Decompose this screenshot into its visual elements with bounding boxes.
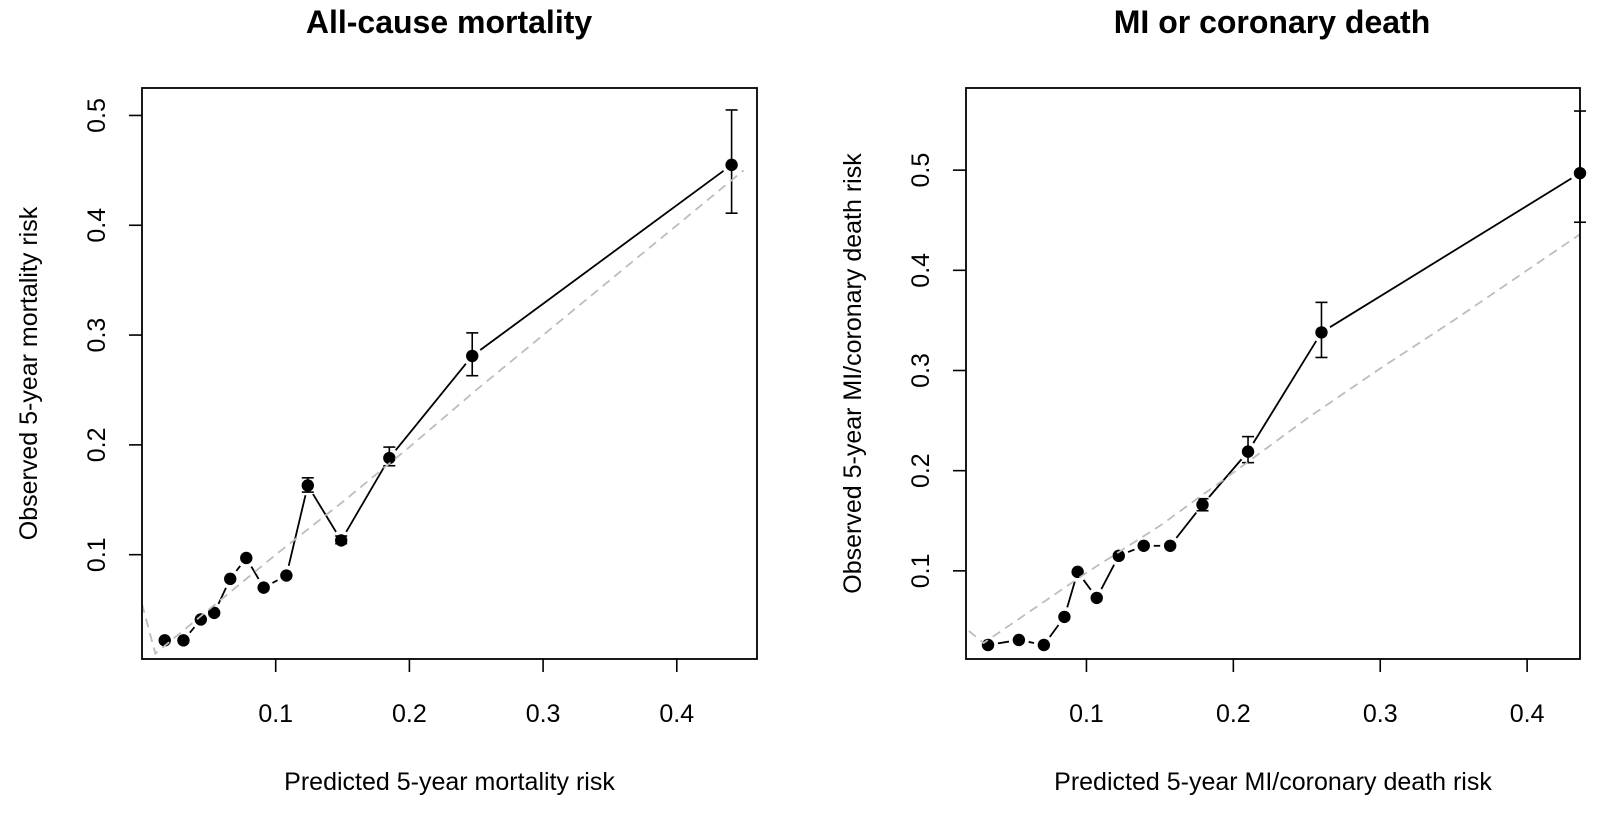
panel-1-data-point — [257, 581, 270, 594]
panel-1-series-segment — [394, 363, 467, 451]
panel-2-series-segment — [1082, 579, 1092, 591]
panel-2-series-segment — [997, 640, 1010, 645]
panel-2-series-segment — [1175, 512, 1198, 539]
panel-2-data-point — [1012, 633, 1026, 647]
panel-2-series-segment — [1127, 548, 1135, 553]
panel-2-series-segment — [1049, 624, 1060, 638]
panel-1-data-point — [224, 572, 237, 586]
panel-2-data-point — [1241, 445, 1255, 458]
panel-1-y-tick-label: 0.4 — [83, 208, 111, 243]
panel-1-title: All-cause mortality — [306, 4, 593, 40]
panel-1-data-point — [466, 349, 479, 363]
panel-1-series-segment — [312, 493, 337, 533]
panel-2-x-tick-label: 0.1 — [1069, 700, 1104, 728]
panel-2-x-tick-label: 0.2 — [1216, 700, 1251, 728]
panel-1-data-point — [194, 613, 208, 626]
panel-1-data-point — [207, 606, 221, 620]
panel-1-data-point — [240, 551, 253, 565]
panel-2-y-axis-label: Observed 5-year MI/coronary death risk — [839, 153, 867, 594]
panel-2: MI or coronary death Predicted 5-year MI/… — [839, 4, 1587, 796]
panel-1-y-tick-label: 0.3 — [83, 318, 111, 353]
panel-1-series-segment — [235, 565, 241, 572]
panel-2-y-tick-label: 0.1 — [907, 553, 935, 588]
panel-2-data-point — [1315, 326, 1328, 339]
panel-1-x-tick-label: 0.2 — [392, 700, 427, 728]
panel-2-y-tick-label: 0.3 — [907, 353, 935, 388]
panel-1-series-segment — [479, 170, 725, 351]
panel-2-plot-area — [968, 110, 1587, 652]
panel-2-y-tick-label: 0.2 — [907, 453, 935, 488]
panel-2-series-segment — [1100, 564, 1115, 590]
panel-2-x-axis-label: Predicted 5-year MI/coronary death risk — [1054, 768, 1492, 796]
panel-2-y-tick-label: 0.5 — [907, 153, 935, 188]
panel-2-x-tick-label: 0.4 — [1510, 700, 1545, 728]
panel-1-data-point — [335, 534, 348, 547]
panel-1-y-tick-label: 0.2 — [83, 427, 111, 462]
panel-2-series-segment — [1208, 458, 1243, 498]
panel-2-frame — [965, 87, 1581, 660]
panel-1-x-tick-label: 0.1 — [258, 700, 293, 728]
panel-2-data-point — [1196, 498, 1209, 511]
panel-1-x-tick-label: 0.4 — [659, 700, 694, 728]
panel-2-series-segment — [1329, 177, 1572, 328]
panel-1-data-point — [725, 158, 738, 172]
panel-1-y-tick-label: 0.1 — [83, 537, 111, 572]
panel-2-data-point — [1163, 539, 1177, 553]
panel-1-series-segment — [250, 566, 260, 580]
panel-1-x-tick-label: 0.3 — [526, 700, 561, 728]
panel-1-series-segment — [272, 579, 278, 584]
panel-1-x-axis-label: Predicted 5-year mortality risk — [284, 768, 615, 796]
panel-2-data-point — [1090, 591, 1103, 605]
panel-2-data-point — [1058, 610, 1071, 624]
panel-1-series-segment — [345, 466, 386, 533]
panel-2-series-segment — [1028, 641, 1035, 644]
panel-1-data-point — [301, 479, 314, 492]
panel-1-data-point — [280, 569, 293, 582]
panel-1-y-tick-label: 0.5 — [83, 98, 111, 133]
panel-2-data-point — [1071, 565, 1084, 579]
panel-2-data-point — [1037, 638, 1051, 652]
panel-2-series-segment — [1066, 581, 1076, 608]
panel-1-data-point — [383, 451, 396, 465]
panel-1-series-segment — [189, 626, 196, 634]
panel-1-reference-line — [141, 169, 745, 656]
panel-2-y-tick-label: 0.4 — [907, 253, 935, 288]
panel-1-plot-area — [141, 109, 745, 656]
panel-1-frame — [141, 87, 758, 660]
panel-1: All-cause mortality Predicted 5-year mort… — [15, 4, 758, 796]
panel-1-series-segment — [217, 587, 227, 605]
panel-2-title: MI or coronary death — [1114, 4, 1431, 40]
panel-2-data-point — [1137, 539, 1150, 553]
panel-1-y-axis-label: Observed 5-year mortality risk — [15, 206, 43, 540]
panel-2-series-segment — [1252, 340, 1317, 444]
panel-2-data-point — [1112, 549, 1125, 563]
panel-2-x-tick-label: 0.3 — [1363, 700, 1398, 728]
panel-1-data-point — [177, 634, 190, 647]
panel-2-reference-line — [968, 233, 1581, 645]
panel-1-series-segment — [287, 495, 307, 567]
